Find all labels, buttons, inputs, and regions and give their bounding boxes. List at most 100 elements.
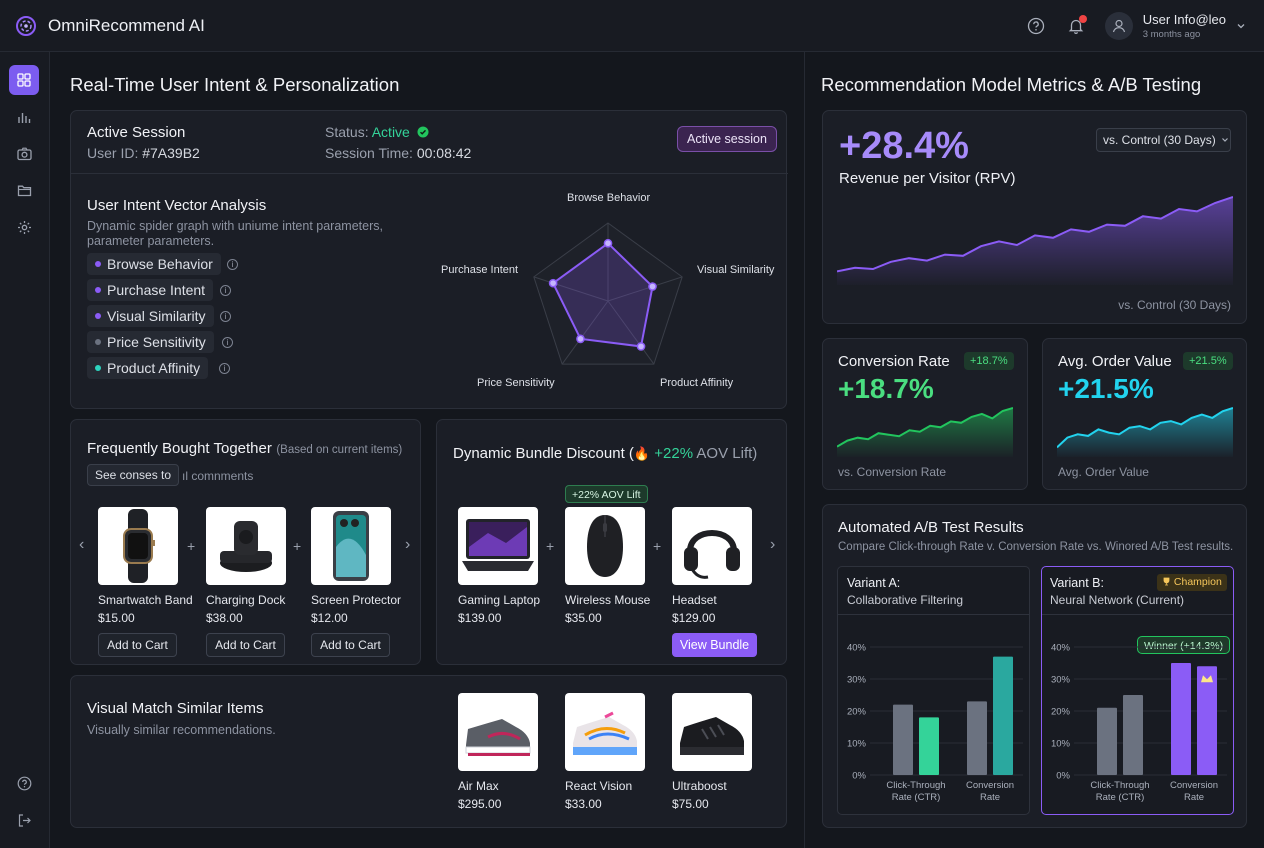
crown-icon [1201, 675, 1213, 683]
bar [893, 704, 913, 775]
camera-icon[interactable] [9, 139, 39, 169]
info-icon[interactable]: i [220, 285, 231, 296]
info-icon[interactable]: i [219, 363, 230, 374]
radar-point [576, 334, 585, 344]
product-name: Charging Dock [206, 593, 286, 607]
info-icon[interactable]: i [222, 337, 233, 348]
rpv-label: Revenue per Visitor (RPV) [839, 170, 1016, 187]
settings-gear-icon[interactable] [9, 212, 39, 242]
product-name: Smartwatch Band [98, 593, 193, 607]
conversion-badge: +18.7% [964, 352, 1014, 370]
radar-axis-label: Price Sensitivity [477, 377, 555, 389]
area-line [837, 407, 1013, 448]
intent-chip-browse[interactable]: Browse Behavior [87, 253, 221, 275]
y-tick-label: 30% [847, 675, 867, 686]
help-circle-icon[interactable] [9, 768, 39, 798]
comments-link[interactable]: ıl comnments [182, 469, 254, 483]
y-tick-label: 10% [1051, 739, 1071, 750]
view-bundle-button[interactable]: View Bundle [672, 633, 757, 657]
intent-chip-affinity[interactable]: Product Affinity [87, 357, 209, 379]
y-tick-label: 30% [1051, 675, 1071, 686]
y-tick-label: 20% [847, 707, 867, 718]
x-category-label: Rate [1184, 792, 1204, 803]
product-image-screen-protector[interactable] [311, 507, 391, 585]
help-icon[interactable] [1025, 15, 1047, 37]
active-session-badge[interactable]: Active session [677, 126, 777, 152]
divider-line [1042, 614, 1233, 615]
chevron-right-icon[interactable]: › [770, 536, 776, 553]
radar-point [648, 282, 657, 291]
visual-match-title: Visual Match Similar Items [87, 700, 264, 717]
radar-axis-label: Product Affinity [660, 377, 734, 389]
dot-icon [95, 365, 101, 371]
notification-dot [1078, 15, 1087, 23]
dashboard-grid-icon[interactable] [9, 65, 39, 95]
add-to-cart-button[interactable]: Add to Cart [311, 633, 390, 657]
variant-b-subtitle: Neural Network (Current) [1050, 593, 1185, 607]
see-button[interactable]: See conses to [87, 464, 180, 486]
rpv-footnote: vs. Control (30 Days) [1118, 298, 1231, 312]
intent-title: User Intent Vector Analysis [87, 197, 267, 214]
sidebar [0, 52, 50, 848]
bar [919, 717, 939, 775]
session-user-id: User ID: #7A39B2 [87, 145, 200, 161]
fire-icon: 🔥 [633, 446, 651, 461]
brand[interactable]: OmniRecommend AI [0, 14, 205, 38]
logout-icon[interactable] [9, 805, 39, 835]
user-menu[interactable]: User Info@leo 3 months ago [1104, 12, 1246, 40]
product-image-air-max[interactable] [458, 693, 538, 771]
conversion-rate-card: Conversion Rate +18.7% +18.7% vs. Conver… [822, 338, 1028, 490]
product-price: $139.00 [458, 611, 502, 625]
left-heading: Real-Time User Intent & Personalization [70, 74, 400, 95]
product-image-charging-dock[interactable] [206, 507, 286, 585]
folder-icon[interactable] [9, 175, 39, 205]
info-icon[interactable]: i [227, 259, 238, 270]
variant-a-card[interactable]: Variant A: Collaborative Filtering 40% 30… [837, 566, 1030, 815]
conversion-area-chart [837, 407, 1013, 457]
product-image-headset[interactable] [672, 507, 752, 585]
radar-spoke [561, 300, 609, 365]
add-to-cart-button[interactable]: Add to Cart [98, 633, 177, 657]
column-divider [804, 52, 805, 848]
intent-chip-purchase[interactable]: Purchase Intent [87, 279, 214, 301]
product-price: $129.00 [672, 611, 716, 625]
dot-icon [95, 261, 101, 267]
radar-value-area [551, 241, 654, 348]
info-icon[interactable]: i [220, 311, 231, 322]
user-subtitle: 3 months ago [1142, 29, 1201, 40]
x-category-label: Rate (CTR) [892, 792, 941, 803]
visual-match-panel: Visual Match Similar Items Visually simi… [70, 675, 787, 828]
chevron-left-icon[interactable]: ‹ [79, 536, 85, 553]
intent-chip-visual[interactable]: Visual Similarity [87, 305, 214, 327]
conversion-value: +18.7% [838, 373, 934, 404]
conversion-footnote: vs. Conversion Rate [838, 465, 947, 479]
product-image-wireless-mouse[interactable] [565, 507, 645, 585]
bundle-panel: Dynamic Bundle Discount (🔥 +22% AOV Lift… [436, 419, 787, 665]
notification-bell-icon[interactable] [1065, 15, 1087, 37]
check-circle-icon [417, 126, 429, 138]
intent-chip-price[interactable]: Price Sensitivity [87, 331, 214, 353]
plus-icon: + [293, 538, 302, 554]
product-name: Air Max [458, 779, 499, 793]
chevron-down-icon [1237, 24, 1245, 29]
product-image-react-vision[interactable] [565, 693, 645, 771]
y-tick-label: 0% [852, 771, 866, 782]
x-category-label: Click-Through [886, 780, 945, 791]
radar-point [636, 342, 646, 351]
product-name: Wireless Mouse [565, 593, 651, 607]
analytics-bars-icon[interactable] [9, 102, 39, 132]
product-image-gaming-laptop[interactable] [458, 507, 538, 585]
variant-b-card[interactable]: Variant B: Champion Neural Network (Curr… [1041, 566, 1234, 815]
rpv-period-select[interactable]: vs. Control (30 Days) [1096, 128, 1231, 152]
dot-icon [95, 287, 101, 293]
x-category-label: Conversion [1170, 780, 1218, 791]
rpv-value: +28.4% [839, 125, 969, 167]
conversion-title: Conversion Rate [838, 353, 950, 370]
product-image-ultraboost[interactable] [672, 693, 752, 771]
session-title: Active Session [87, 124, 186, 141]
divider-line [71, 173, 788, 174]
add-to-cart-button[interactable]: Add to Cart [206, 633, 285, 657]
chevron-right-icon[interactable]: › [405, 536, 411, 553]
product-image-smartwatch[interactable] [98, 507, 178, 585]
